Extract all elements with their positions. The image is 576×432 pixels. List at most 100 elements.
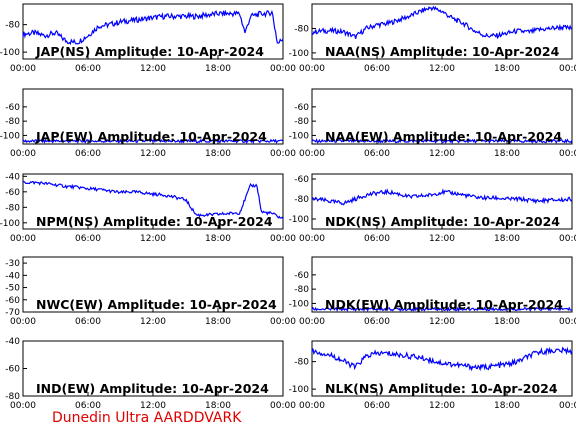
y-tick-label: -80	[5, 392, 20, 402]
y-tick-label: -40	[5, 271, 20, 281]
series-line	[22, 9, 284, 45]
panel-title: NLK(NS) Amplitude: 10-Apr-2024	[325, 381, 558, 396]
y-tick-label: -80	[5, 21, 20, 31]
y-tick-label: -60	[5, 188, 20, 198]
x-tick-label: 12:00	[140, 64, 166, 74]
series-line	[311, 346, 573, 372]
y-tick-label: -40	[5, 337, 20, 347]
x-tick-label: 18:00	[205, 317, 231, 327]
x-tick-label: 00:00	[299, 234, 325, 244]
panel-title: JAP(EW) Amplitude: 10-Apr-2024	[35, 129, 267, 144]
y-tick-label: -100	[0, 219, 20, 229]
x-tick-label: 00:00	[299, 149, 325, 159]
x-tick-label: 06:00	[75, 149, 101, 159]
footer-label: Dunedin Ultra AARDDVARK	[52, 410, 242, 426]
series-line	[311, 5, 573, 40]
y-tick-label: -70	[5, 308, 20, 318]
x-tick-label: 06:00	[364, 64, 390, 74]
x-tick-label: 06:00	[364, 401, 390, 411]
x-tick-label: 00:00	[299, 64, 325, 74]
x-tick-label: 12:00	[429, 317, 455, 327]
x-tick-label: 00:00	[299, 401, 325, 411]
y-tick-label: -80	[294, 285, 309, 295]
y-tick-label: -100	[289, 131, 310, 141]
x-tick-label: 00:00	[270, 317, 296, 327]
y-tick-label: -80	[5, 203, 20, 213]
x-tick-label: 18:00	[494, 149, 520, 159]
y-tick-label: -100	[289, 299, 310, 309]
panel-title: NDK(EW) Amplitude: 10-Apr-2024	[325, 297, 563, 312]
y-tick-label: -100	[289, 215, 310, 225]
y-tick-label: -80	[294, 24, 309, 34]
y-tick-label: -50	[5, 284, 20, 294]
x-tick-label: 00:00	[559, 64, 576, 74]
y-tick-label: -60	[294, 175, 309, 185]
y-tick-label: -60	[294, 103, 309, 113]
x-tick-label: 00:00	[270, 64, 296, 74]
x-tick-label: 00:00	[10, 149, 36, 159]
x-tick-label: 12:00	[140, 234, 166, 244]
x-tick-label: 00:00	[559, 317, 576, 327]
y-tick-label: -40	[5, 172, 20, 182]
x-tick-label: 12:00	[140, 149, 166, 159]
x-tick-label: 00:00	[270, 149, 296, 159]
y-tick-label: -60	[294, 271, 309, 281]
series-line	[311, 188, 573, 206]
y-tick-label: -80	[294, 195, 309, 205]
y-tick-label: -100	[289, 385, 310, 395]
x-tick-label: 00:00	[559, 234, 576, 244]
x-tick-label: 18:00	[205, 234, 231, 244]
x-tick-label: 00:00	[559, 401, 576, 411]
x-tick-label: 18:00	[205, 64, 231, 74]
x-tick-label: 06:00	[75, 64, 101, 74]
panel-title: NPM(NS) Amplitude: 10-Apr-2024	[36, 214, 273, 229]
panel-title: JAP(NS) Amplitude: 10-Apr-2024	[35, 44, 264, 59]
y-tick-label: -80	[5, 117, 20, 127]
x-tick-label: 00:00	[10, 234, 36, 244]
x-tick-label: 00:00	[559, 149, 576, 159]
series-line	[311, 306, 573, 313]
x-tick-label: 00:00	[10, 317, 36, 327]
series-line	[22, 180, 284, 220]
x-tick-label: 06:00	[75, 234, 101, 244]
x-tick-label: 00:00	[270, 401, 296, 411]
x-tick-label: 12:00	[429, 401, 455, 411]
y-tick-label: -60	[5, 296, 20, 306]
x-tick-label: 18:00	[494, 64, 520, 74]
y-tick-label: -100	[289, 49, 310, 59]
y-tick-label: -80	[294, 358, 309, 368]
x-tick-label: 06:00	[364, 149, 390, 159]
series-line	[22, 138, 284, 145]
x-tick-label: 12:00	[429, 149, 455, 159]
y-tick-label: -100	[0, 48, 20, 58]
x-tick-label: 00:00	[10, 401, 36, 411]
panel-title: IND(EW) Amplitude: 10-Apr-2024	[36, 381, 269, 396]
x-tick-label: 18:00	[205, 401, 231, 411]
series-line	[311, 138, 573, 145]
x-tick-label: 12:00	[140, 317, 166, 327]
y-tick-label: -60	[5, 103, 20, 113]
panel-title: NAA(EW) Amplitude: 10-Apr-2024	[325, 129, 562, 144]
y-tick-label: -100	[0, 131, 20, 141]
x-tick-label: 18:00	[205, 149, 231, 159]
panel-title: NWC(EW) Amplitude: 10-Apr-2024	[36, 297, 277, 312]
x-tick-label: 18:00	[494, 401, 520, 411]
panel-title: NAA(NS) Amplitude: 10-Apr-2024	[325, 44, 560, 59]
x-tick-label: 06:00	[364, 317, 390, 327]
x-tick-label: 00:00	[270, 234, 296, 244]
x-tick-label: 06:00	[364, 234, 390, 244]
y-tick-label: -30	[5, 259, 20, 269]
x-tick-label: 12:00	[429, 234, 455, 244]
panel-title: NDK(NS) Amplitude: 10-Apr-2024	[325, 214, 560, 229]
x-tick-label: 06:00	[75, 317, 101, 327]
x-tick-label: 00:00	[10, 64, 36, 74]
x-tick-label: 12:00	[140, 401, 166, 411]
x-tick-label: 12:00	[429, 64, 455, 74]
x-tick-label: 18:00	[494, 317, 520, 327]
x-tick-label: 06:00	[75, 401, 101, 411]
x-tick-label: 18:00	[494, 234, 520, 244]
x-tick-label: 00:00	[299, 317, 325, 327]
y-tick-label: -80	[294, 117, 309, 127]
y-tick-label: -60	[5, 365, 20, 375]
